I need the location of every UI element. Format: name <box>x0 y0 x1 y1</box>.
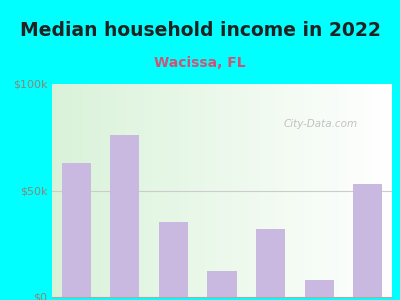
Bar <box>256 229 285 297</box>
Bar <box>353 184 382 297</box>
Bar <box>304 280 334 297</box>
Text: City-Data.com: City-Data.com <box>283 118 357 129</box>
Bar <box>62 163 91 297</box>
Bar <box>159 222 188 297</box>
Text: Median household income in 2022: Median household income in 2022 <box>20 20 380 40</box>
Bar <box>110 135 140 297</box>
Text: Wacissa, FL: Wacissa, FL <box>154 56 246 70</box>
Bar <box>208 272 236 297</box>
